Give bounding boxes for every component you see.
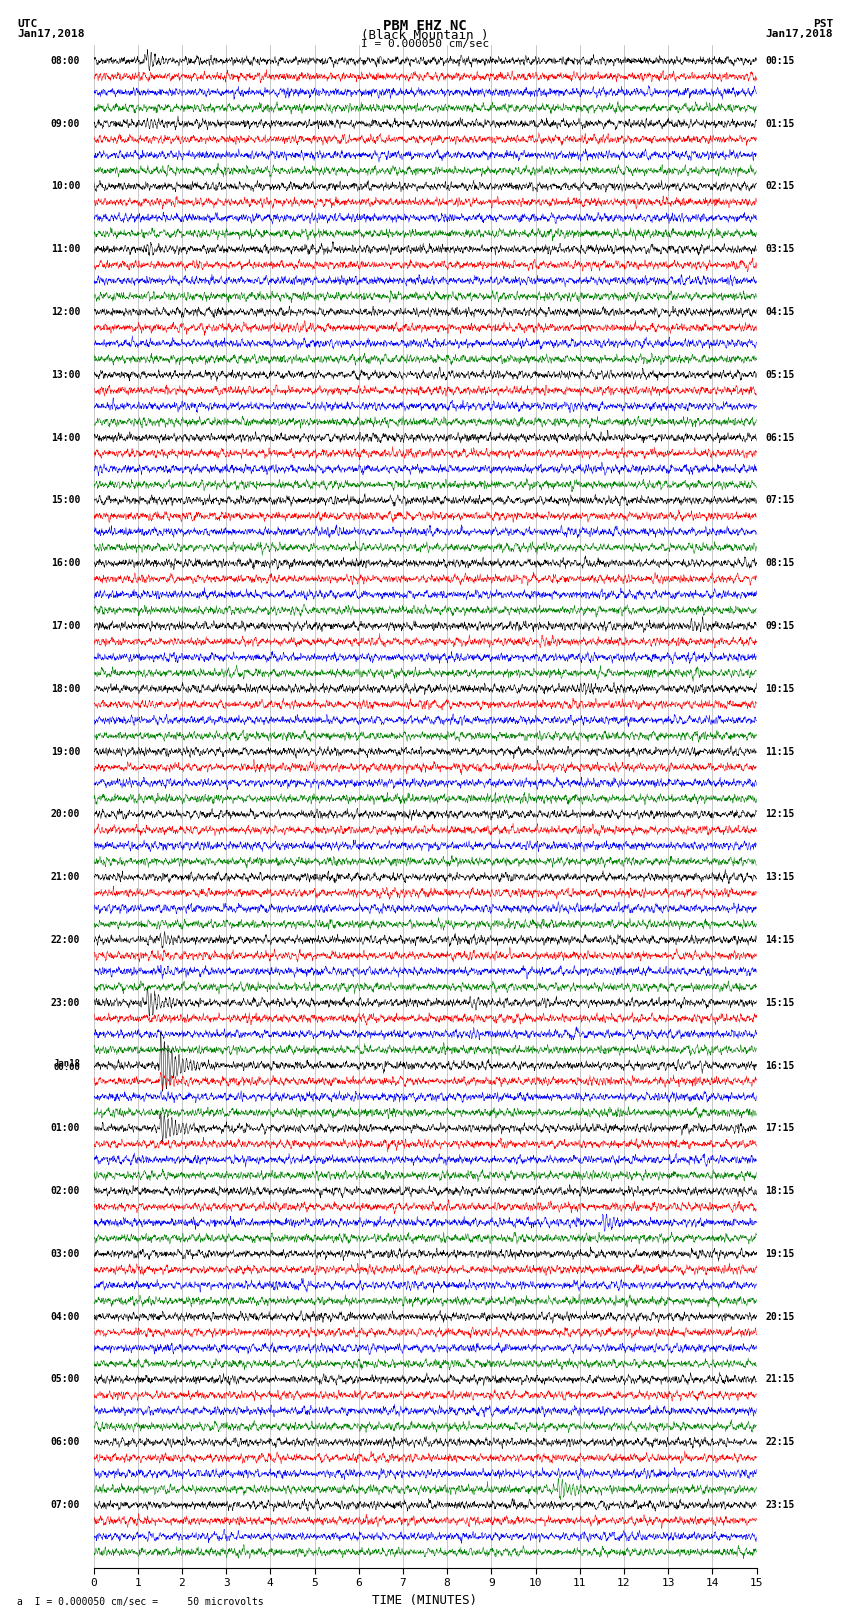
Text: 22:00: 22:00 bbox=[51, 936, 80, 945]
Text: 07:00: 07:00 bbox=[51, 1500, 80, 1510]
Text: 08:00: 08:00 bbox=[51, 56, 80, 66]
Text: 17:15: 17:15 bbox=[765, 1123, 795, 1134]
Text: Jan17,2018: Jan17,2018 bbox=[17, 29, 84, 39]
Text: 21:00: 21:00 bbox=[51, 873, 80, 882]
Text: 21:15: 21:15 bbox=[765, 1374, 795, 1384]
Text: 11:15: 11:15 bbox=[765, 747, 795, 756]
Text: 18:00: 18:00 bbox=[51, 684, 80, 694]
Text: 15:00: 15:00 bbox=[51, 495, 80, 505]
Text: 16:15: 16:15 bbox=[765, 1060, 795, 1071]
Text: 14:00: 14:00 bbox=[51, 432, 80, 442]
Text: 04:15: 04:15 bbox=[765, 306, 795, 318]
Text: 20:00: 20:00 bbox=[51, 810, 80, 819]
Text: 10:00: 10:00 bbox=[51, 181, 80, 192]
Text: 12:00: 12:00 bbox=[51, 306, 80, 318]
Text: 11:00: 11:00 bbox=[51, 244, 80, 255]
Text: 05:00: 05:00 bbox=[51, 1374, 80, 1384]
Text: 13:00: 13:00 bbox=[51, 369, 80, 379]
Text: 02:00: 02:00 bbox=[51, 1186, 80, 1197]
X-axis label: TIME (MINUTES): TIME (MINUTES) bbox=[372, 1594, 478, 1607]
Text: 03:15: 03:15 bbox=[765, 244, 795, 255]
Text: 17:00: 17:00 bbox=[51, 621, 80, 631]
Text: 08:15: 08:15 bbox=[765, 558, 795, 568]
Text: 06:15: 06:15 bbox=[765, 432, 795, 442]
Text: 01:15: 01:15 bbox=[765, 119, 795, 129]
Text: 20:15: 20:15 bbox=[765, 1311, 795, 1321]
Text: PST: PST bbox=[813, 19, 833, 29]
Text: I = 0.000050 cm/sec: I = 0.000050 cm/sec bbox=[361, 39, 489, 48]
Text: 16:00: 16:00 bbox=[51, 558, 80, 568]
Text: 00:00: 00:00 bbox=[54, 1063, 80, 1073]
Text: 18:15: 18:15 bbox=[765, 1186, 795, 1197]
Text: 19:15: 19:15 bbox=[765, 1248, 795, 1258]
Text: 13:15: 13:15 bbox=[765, 873, 795, 882]
Text: 05:15: 05:15 bbox=[765, 369, 795, 379]
Text: 23:00: 23:00 bbox=[51, 998, 80, 1008]
Text: 12:15: 12:15 bbox=[765, 810, 795, 819]
Text: 09:00: 09:00 bbox=[51, 119, 80, 129]
Text: Jan17,2018: Jan17,2018 bbox=[766, 29, 833, 39]
Text: 22:15: 22:15 bbox=[765, 1437, 795, 1447]
Text: 07:15: 07:15 bbox=[765, 495, 795, 505]
Text: Jan18: Jan18 bbox=[54, 1058, 80, 1068]
Text: 02:15: 02:15 bbox=[765, 181, 795, 192]
Text: PBM EHZ NC: PBM EHZ NC bbox=[383, 19, 467, 34]
Text: UTC: UTC bbox=[17, 19, 37, 29]
Text: 15:15: 15:15 bbox=[765, 998, 795, 1008]
Text: 06:00: 06:00 bbox=[51, 1437, 80, 1447]
Text: 14:15: 14:15 bbox=[765, 936, 795, 945]
Text: 00:15: 00:15 bbox=[765, 56, 795, 66]
Text: (Black Mountain ): (Black Mountain ) bbox=[361, 29, 489, 42]
Text: 19:00: 19:00 bbox=[51, 747, 80, 756]
Text: 04:00: 04:00 bbox=[51, 1311, 80, 1321]
Text: 01:00: 01:00 bbox=[51, 1123, 80, 1134]
Text: 10:15: 10:15 bbox=[765, 684, 795, 694]
Text: 09:15: 09:15 bbox=[765, 621, 795, 631]
Text: 23:15: 23:15 bbox=[765, 1500, 795, 1510]
Text: a  I = 0.000050 cm/sec =     50 microvolts: a I = 0.000050 cm/sec = 50 microvolts bbox=[17, 1597, 264, 1607]
Text: 03:00: 03:00 bbox=[51, 1248, 80, 1258]
